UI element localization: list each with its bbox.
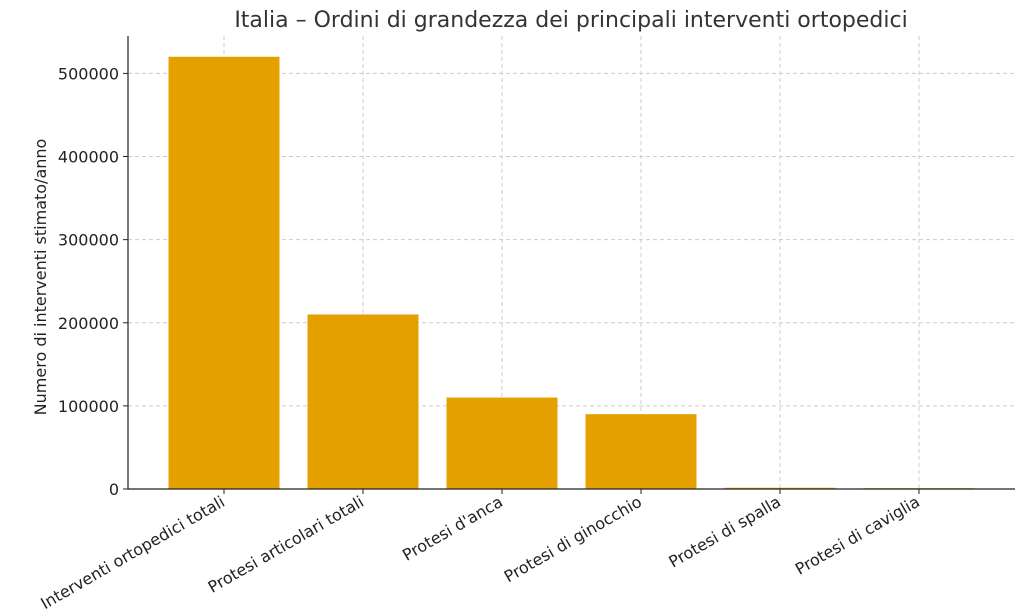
x-tick-label: Protesi di ginocchio xyxy=(501,492,645,586)
y-axis-label: Numero di interventi stimato/anno xyxy=(31,139,50,416)
bar xyxy=(585,414,697,489)
y-tick-label: 100000 xyxy=(58,397,119,416)
x-tick-label: Protesi di spalla xyxy=(665,492,784,571)
bars xyxy=(168,56,975,489)
x-tick-label: Protesi d'anca xyxy=(399,492,506,565)
bar xyxy=(446,397,558,489)
bar xyxy=(168,56,280,489)
x-tick-label: Protesi di caviglia xyxy=(792,492,923,579)
y-tick-label: 200000 xyxy=(58,314,119,333)
y-tick-label: 400000 xyxy=(58,148,119,167)
y-ticks: 0 100000 200000 300000 400000 500000 xyxy=(58,64,128,499)
bar xyxy=(724,487,836,489)
axes xyxy=(127,36,1015,490)
x-tick-label: Protesi articolari totali xyxy=(205,492,367,597)
bar xyxy=(307,314,419,489)
y-tick-label: 0 xyxy=(109,480,119,499)
y-tick-label: 300000 xyxy=(58,231,119,250)
y-tick-label: 500000 xyxy=(58,64,119,83)
x-tick-label: Interventi ortopedici totali xyxy=(37,492,228,613)
chart-title: Italia – Ordini di grandezza dei princip… xyxy=(234,8,907,33)
